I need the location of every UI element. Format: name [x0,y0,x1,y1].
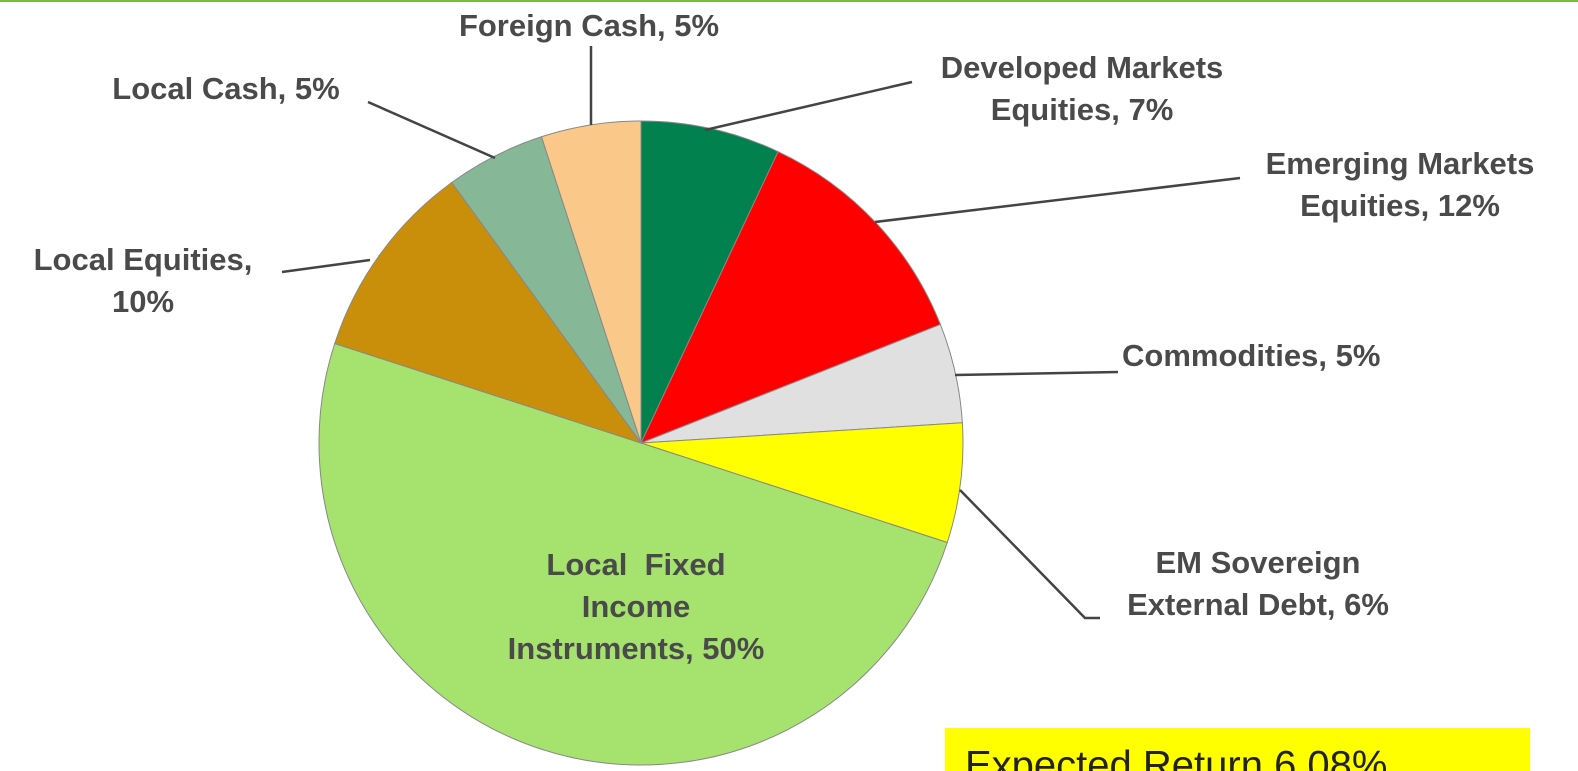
data-label: Equities, 7% [991,92,1174,127]
leader-line [954,370,1119,377]
pie-slice [640,422,964,544]
data-label: Equities, 12% [1300,188,1500,223]
data-label: EM Sovereign [1156,545,1361,580]
data-label: Commodities, 5% [1122,338,1380,373]
leader-line [281,258,371,274]
data-label: Foreign Cash, 5% [459,8,719,43]
annotation-box [945,728,1530,771]
pie-slice [318,342,948,766]
top-border [0,0,1578,2]
annotation: Expected Return 6.08% [965,744,1387,771]
data-label: Local Cash, 5% [112,71,339,106]
data-label: Income [582,589,691,624]
leader-line [367,100,496,160]
data-label: External Debt, 6% [1127,587,1389,622]
leader-line [704,80,913,132]
data-label: Local Equities, [34,242,253,277]
data-label: Local Fixed [546,547,725,582]
pie-slice [334,181,643,444]
data-label: Developed Markets [941,50,1224,85]
pie-slice [540,120,642,444]
leader-line [959,489,1100,620]
data-label: Instruments, 50% [508,631,765,666]
data-label: 10% [112,284,174,319]
data-label: Emerging Markets [1266,146,1535,181]
leader-line [874,176,1241,224]
